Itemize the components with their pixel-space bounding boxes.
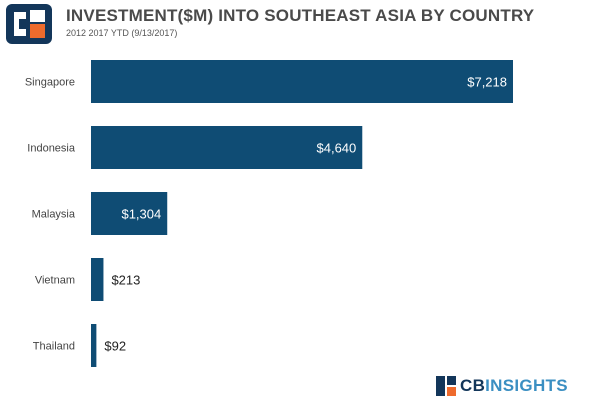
category-label: Malaysia [32, 209, 76, 221]
value-label: $4,640 [317, 141, 357, 156]
category-label: Singapore [25, 77, 75, 89]
value-label: $7,218 [467, 75, 507, 90]
value-label: $213 [111, 273, 140, 288]
brand-prefix: CB [460, 376, 486, 395]
category-label: Thailand [33, 341, 75, 353]
cb-insights-brand: CBINSIGHTS [436, 376, 568, 396]
value-label: $92 [104, 339, 126, 354]
chart-subtitle: 2012 2017 YTD (9/13/2017) [66, 28, 178, 38]
bar-indonesia [91, 126, 363, 169]
cb-insights-mark-icon [436, 376, 456, 396]
category-label: Indonesia [27, 143, 76, 155]
bar-malaysia [91, 192, 168, 235]
brand-suffix: INSIGHTS [485, 376, 568, 395]
value-label: $1,304 [121, 207, 161, 222]
bar-thailand [91, 324, 97, 367]
bar-vietnam [91, 258, 104, 301]
category-label: Vietnam [35, 275, 75, 287]
chart-title: INVESTMENT($M) INTO SOUTHEAST ASIA BY CO… [66, 6, 535, 25]
brand-wordmark: CBINSIGHTS [460, 376, 568, 396]
bar-singapore [91, 60, 513, 103]
cb-insights-logo [6, 4, 52, 44]
